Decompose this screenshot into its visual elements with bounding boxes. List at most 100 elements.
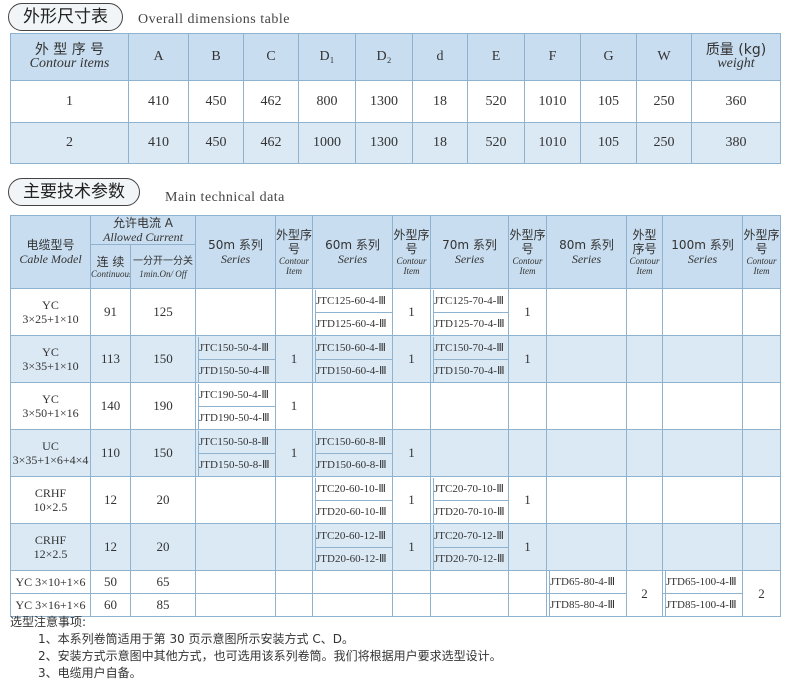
- cell: [742, 476, 782, 524]
- row: UC 3×35+1×6+4×4 110 150 JTC150-50-8-Ⅲ JTD150-…: [10, 429, 782, 477]
- series-entry: JTD125-70-4-Ⅲ: [433, 312, 508, 335]
- cell: [195, 523, 277, 571]
- cell: 800: [298, 80, 356, 123]
- cell: YC 3×25+1×10: [10, 288, 91, 336]
- series-entry: JTD65-80-4-Ⅲ: [549, 571, 626, 593]
- cell: 91: [90, 288, 131, 336]
- cell: [275, 570, 314, 594]
- header-cell: B: [188, 33, 244, 81]
- cell: 105: [580, 122, 637, 164]
- header-cell: 外型序号 Contour Item: [742, 215, 782, 289]
- model: UC: [42, 439, 59, 453]
- cell: JTC20-70-12-Ⅲ JTD20-70-12-Ⅲ: [430, 523, 510, 571]
- series-entry: JTC150-50-8-Ⅲ: [198, 430, 275, 454]
- cell: [742, 335, 782, 383]
- header-en: Allowed Current: [103, 230, 183, 244]
- series-name: 60m 系列: [325, 238, 380, 252]
- model: YC 3×10+1×6: [15, 575, 86, 589]
- cell: YC 3×35+1×10: [10, 335, 91, 383]
- item-cn: 外型序号: [743, 228, 780, 256]
- series-entry: JTC20-60-12-Ⅲ: [315, 524, 392, 548]
- series-name: 100m 系列: [671, 238, 734, 252]
- header-cn: 连 续: [96, 254, 125, 269]
- cell: 380: [691, 122, 781, 164]
- series-entry: JTD150-60-4-Ⅲ: [315, 359, 392, 382]
- row: YC 3×10+1×6 50 65 JTD65-80-4-Ⅲ 2 JTD65-100-4-…: [10, 570, 782, 617]
- cell: 1: [508, 288, 548, 336]
- cell: CRHF 12×2.5: [10, 523, 91, 571]
- cell: 1: [508, 335, 548, 383]
- series-entry: JTC20-60-10-Ⅲ: [315, 477, 392, 501]
- row: 2 410 450 462 1000 1300 18 520 1010 105 250 380: [10, 122, 781, 164]
- header-cn: 外 型 序 号: [34, 42, 105, 58]
- header-row: 外 型 序 号 Contour items A B C D₁ D₂ d E F G W 质量 (kg) w…: [10, 33, 781, 81]
- header-cell: C: [243, 33, 299, 81]
- series-entry: JTD125-60-4-Ⅲ: [315, 312, 392, 335]
- series-en: Series: [687, 252, 718, 266]
- cell: [508, 570, 548, 594]
- series-entry: JTD85-80-4-Ⅲ: [549, 594, 626, 616]
- series-entry: JTC125-70-4-Ⅲ: [433, 289, 508, 313]
- cell: 60: [90, 593, 131, 617]
- cell: 105: [580, 80, 637, 123]
- cell: 1: [392, 476, 432, 524]
- series-entry: JTC20-70-12-Ⅲ: [433, 524, 508, 548]
- cell: 150: [129, 335, 197, 383]
- notes-title: 选型注意事项:: [10, 615, 87, 629]
- series-name: 50m 系列: [208, 238, 263, 252]
- cell: [626, 335, 664, 383]
- cell: [195, 288, 277, 336]
- header-cell: 外型序号 Contour Item: [275, 215, 314, 289]
- cell: 18: [412, 80, 468, 123]
- row: YC 3×25+1×10 91 125 JTC125-60-4-Ⅲ JTD125-60-4…: [10, 288, 782, 336]
- section-title: 主要技术参数: [8, 178, 140, 206]
- cell: 85: [129, 593, 197, 617]
- cell: [275, 523, 314, 571]
- cell: 150: [129, 429, 197, 477]
- series-entry: JTC150-60-8-Ⅲ: [315, 430, 392, 454]
- cell: [626, 523, 664, 571]
- cell: [195, 570, 277, 594]
- cell: JTC20-60-12-Ⅲ JTD20-60-12-Ⅲ: [312, 523, 394, 571]
- series-entry: JTD85-100-4-Ⅲ: [665, 594, 742, 616]
- cell: 113: [90, 335, 131, 383]
- model: CRHF: [34, 486, 67, 500]
- cell: JTC20-70-10-Ⅲ JTD20-70-10-Ⅲ: [430, 476, 510, 524]
- dimensions-table: 外 型 序 号 Contour items A B C D₁ D₂ d E F G W 质量 (kg) w…: [10, 33, 781, 164]
- series-entry: JTD190-50-4-Ⅲ: [198, 406, 275, 429]
- series-entry: JTC150-60-4-Ⅲ: [315, 336, 392, 360]
- row: CRHF 10×2.5 12 20 JTC20-60-10-Ⅲ JTD20-60-10-Ⅲ…: [10, 476, 782, 524]
- cell: 1: [392, 288, 432, 336]
- series-entry: JTC150-70-4-Ⅲ: [433, 336, 508, 360]
- cell: JTC150-50-8-Ⅲ JTD150-50-8-Ⅲ: [195, 429, 277, 477]
- cell: 410: [128, 80, 189, 123]
- cell: 20: [129, 476, 197, 524]
- note-item: 3、电缆用户自备。: [38, 666, 142, 680]
- cell: [430, 570, 510, 594]
- cell: [312, 570, 394, 594]
- cell: 250: [636, 122, 692, 164]
- cell: [662, 288, 744, 336]
- cell: [508, 382, 548, 430]
- cell: [662, 523, 744, 571]
- cell: [195, 476, 277, 524]
- cell: [508, 429, 548, 477]
- header-cell: 外 型 序 号 Contour items: [10, 33, 129, 81]
- item-en: Contour Item: [279, 256, 310, 276]
- cell: 1: [508, 476, 548, 524]
- cell: 1: [275, 429, 314, 477]
- series-entry: JTD150-50-8-Ⅲ: [198, 453, 275, 476]
- cell: 410: [128, 122, 189, 164]
- header-en: 1min.On/ Off: [139, 268, 187, 279]
- cell: JTC150-50-4-Ⅲ JTD150-50-4-Ⅲ: [195, 335, 277, 383]
- model: CRHF: [34, 533, 67, 547]
- cell: 450: [188, 80, 244, 123]
- cell: [626, 382, 664, 430]
- series-name: 80m 系列: [559, 238, 614, 252]
- cell: 1: [392, 523, 432, 571]
- cell: JTC125-60-4-Ⅲ JTD125-60-4-Ⅲ: [312, 288, 394, 336]
- header-cell: E: [467, 33, 525, 81]
- cell: [195, 593, 277, 617]
- item-cn: 外型序号: [276, 228, 313, 256]
- cell: 1000: [298, 122, 356, 164]
